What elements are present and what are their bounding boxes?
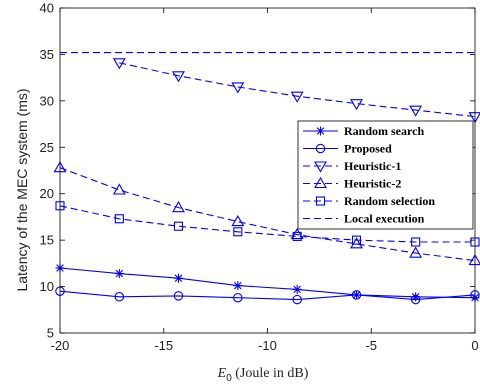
- point-heuristic-2: [231, 214, 245, 227]
- legend-marker: [315, 196, 326, 206]
- x-tick-label: -15: [154, 338, 173, 353]
- y-tick-label: 35: [40, 47, 54, 62]
- axes: -20 -15 -10 -5 0 5 10 15 20 25 30 35 40: [40, 1, 479, 354]
- point-random-selection: [292, 231, 302, 241]
- point-random-search: [292, 284, 302, 294]
- y-tick-label: 25: [40, 140, 54, 155]
- legend-label: Local execution: [344, 212, 425, 226]
- series-line-random-selection: [59, 205, 475, 243]
- point-random-search: [233, 281, 243, 291]
- point-random-selection: [233, 227, 243, 237]
- legend-label: Heuristic-2: [344, 177, 401, 191]
- series-line-heuristic-2: [59, 167, 476, 262]
- point-proposed: [410, 294, 421, 305]
- legend-marker: [316, 126, 325, 136]
- point-random-search: [173, 273, 183, 283]
- legend-item-heuristic-2: Heuristic-2: [303, 177, 401, 191]
- point-proposed: [233, 292, 243, 303]
- y-tick-label: 40: [40, 1, 54, 16]
- y-tick-label: 10: [40, 279, 54, 294]
- point-proposed: [114, 292, 125, 302]
- y-tick-label: 5: [47, 326, 54, 341]
- y-tick-label: 20: [40, 186, 54, 201]
- legend-item-random-search: Random search: [303, 124, 424, 138]
- series-line-heuristic-1: [119, 62, 476, 118]
- x-tick-label: -20: [51, 338, 70, 353]
- point-heuristic-1: [350, 99, 363, 111]
- legend-item-proposed: Proposed: [303, 142, 392, 156]
- point-proposed: [173, 291, 184, 301]
- point-random-selection: [173, 221, 184, 231]
- point-random-selection: [411, 237, 421, 247]
- series-line-proposed: [59, 290, 476, 301]
- point-heuristic-1: [231, 82, 245, 94]
- point-proposed: [292, 294, 302, 305]
- point-random-search: [114, 269, 124, 279]
- x-tick-label: -10: [258, 338, 277, 353]
- legend-item-local-execution: Local execution: [303, 212, 425, 226]
- point-heuristic-1: [172, 71, 185, 83]
- series-line-random-search: [59, 267, 476, 299]
- legend-label: Random selection: [344, 194, 435, 208]
- legend-label: Heuristic-1: [344, 159, 401, 173]
- x-axis-title-rest: (Joule in dB): [232, 366, 309, 381]
- point-heuristic-1: [290, 91, 304, 103]
- point-heuristic-2: [409, 246, 423, 258]
- x-axis-title-subscript: 0: [226, 373, 232, 384]
- legend-box: [297, 120, 474, 230]
- y-tick-label: 15: [40, 233, 54, 248]
- y-tick-label: 30: [40, 93, 54, 108]
- point-heuristic-1: [112, 58, 126, 70]
- legend: Random search Proposed Heuristic-1 Heuristi…: [297, 120, 474, 230]
- x-axis-title: E0 (Joule in dB): [217, 366, 309, 384]
- x-axis-title-symbol: E: [217, 366, 227, 381]
- point-heuristic-2: [112, 183, 126, 195]
- x-tick-label: -5: [365, 338, 377, 353]
- legend-item-heuristic-1: Heuristic-1: [303, 159, 401, 173]
- point-heuristic-2: [350, 237, 363, 249]
- legend-item-random-selection: Random selection: [303, 194, 435, 208]
- point-heuristic-2: [172, 201, 185, 213]
- x-tick-label: 0: [471, 338, 478, 353]
- legend-marker: [314, 161, 327, 173]
- y-axis-title: Latency of the MEC system (ms): [14, 88, 30, 291]
- legend-label: Proposed: [344, 142, 392, 156]
- legend-marker: [315, 143, 326, 154]
- legend-label: Random search: [344, 124, 424, 138]
- point-heuristic-2: [290, 227, 304, 240]
- point-proposed: [351, 290, 362, 300]
- legend-marker: [314, 176, 327, 189]
- point-random-selection: [114, 214, 124, 224]
- point-heuristic-1: [409, 105, 423, 117]
- point-random-selection: [351, 235, 362, 245]
